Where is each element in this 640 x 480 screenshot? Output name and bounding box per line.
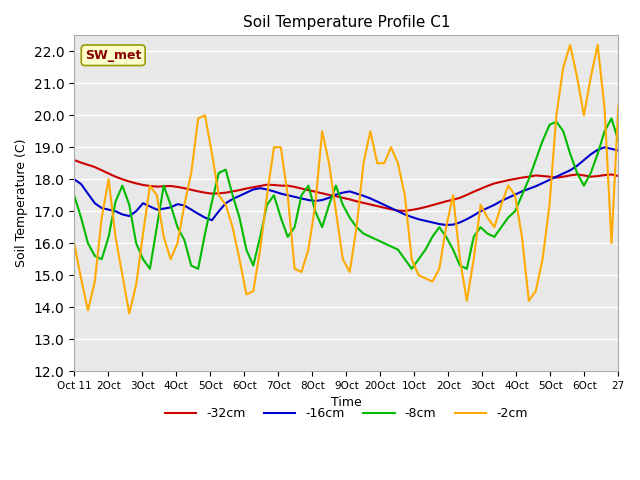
- Title: Soil Temperature Profile C1: Soil Temperature Profile C1: [243, 15, 450, 30]
- X-axis label: Time: Time: [331, 396, 362, 409]
- Text: SW_met: SW_met: [85, 49, 141, 62]
- Y-axis label: Soil Temperature (C): Soil Temperature (C): [15, 139, 28, 267]
- Legend: -32cm, -16cm, -8cm, -2cm: -32cm, -16cm, -8cm, -2cm: [160, 402, 533, 425]
